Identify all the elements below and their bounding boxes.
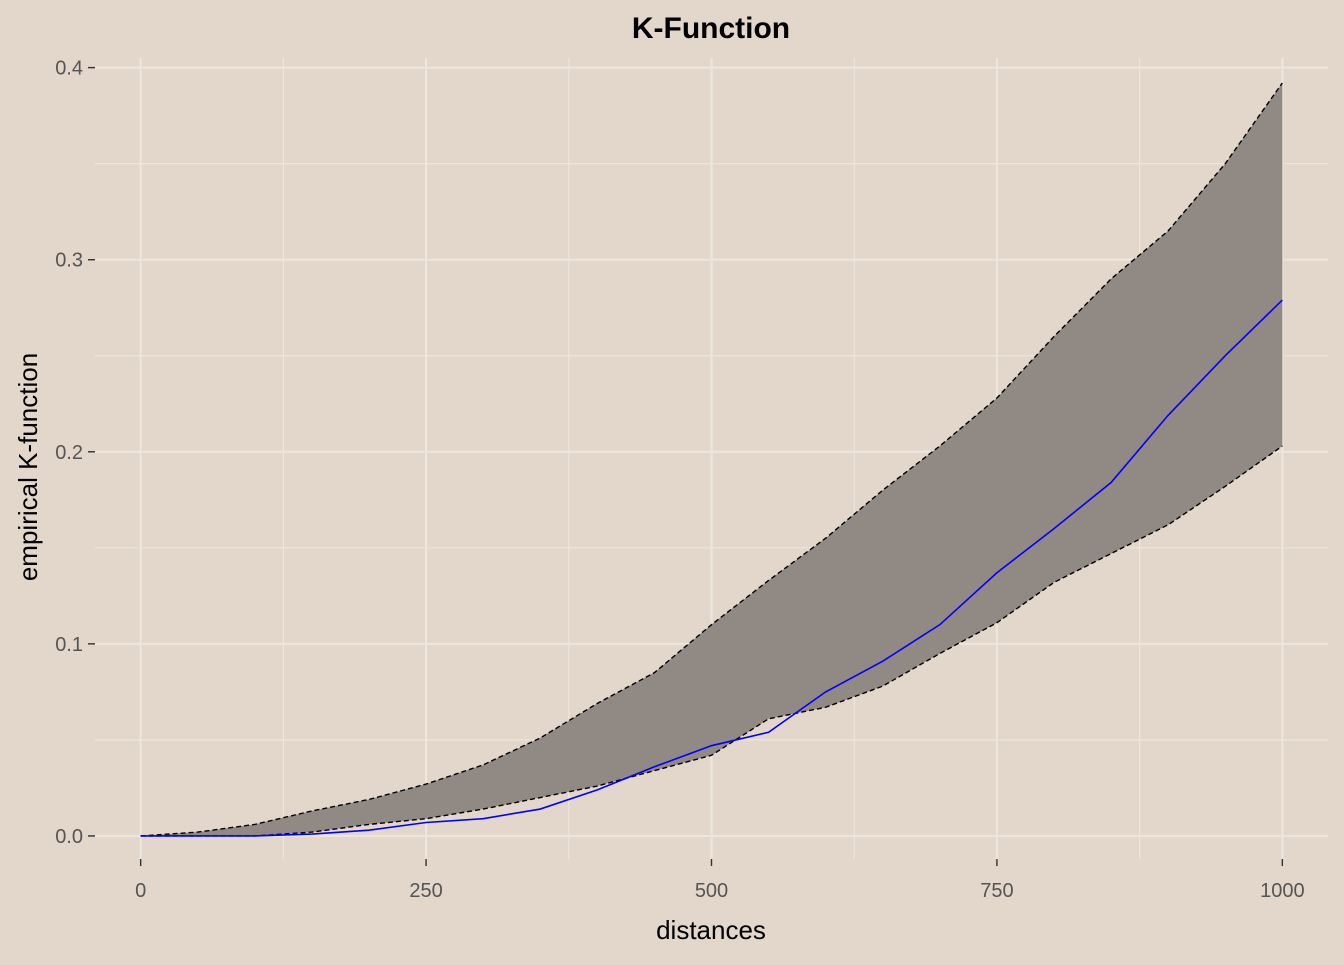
- envelope-upper-line: [140, 82, 1283, 837]
- y-tick-label: 0.3: [55, 250, 83, 272]
- x-tick-label: 500: [695, 880, 728, 902]
- major-grid: [95, 58, 1328, 859]
- x-tick-label: 750: [980, 880, 1013, 902]
- x-tick-label: 250: [409, 880, 442, 902]
- y-tick-label: 0.4: [55, 58, 83, 80]
- x-axis: 0 250 500 750 1000: [135, 859, 1305, 902]
- observed-line: [140, 299, 1283, 837]
- y-axis-title: empirical K-function: [13, 353, 43, 581]
- y-axis: 0.0 0.1 0.2 0.3 0.4: [55, 58, 95, 848]
- x-tick-label: 1000: [1260, 880, 1305, 902]
- y-tick-label: 0.0: [55, 826, 83, 848]
- envelope: [140, 82, 1283, 837]
- y-tick-label: 0.1: [55, 634, 83, 656]
- observed-line-group: [140, 299, 1283, 837]
- envelope-lower-line: [140, 445, 1283, 837]
- chart-title: K-Function: [632, 12, 790, 45]
- x-axis-title: distances: [656, 915, 766, 945]
- y-tick-label: 0.2: [55, 442, 83, 464]
- envelope-band: [140, 82, 1283, 836]
- x-tick-label: 0: [135, 880, 146, 902]
